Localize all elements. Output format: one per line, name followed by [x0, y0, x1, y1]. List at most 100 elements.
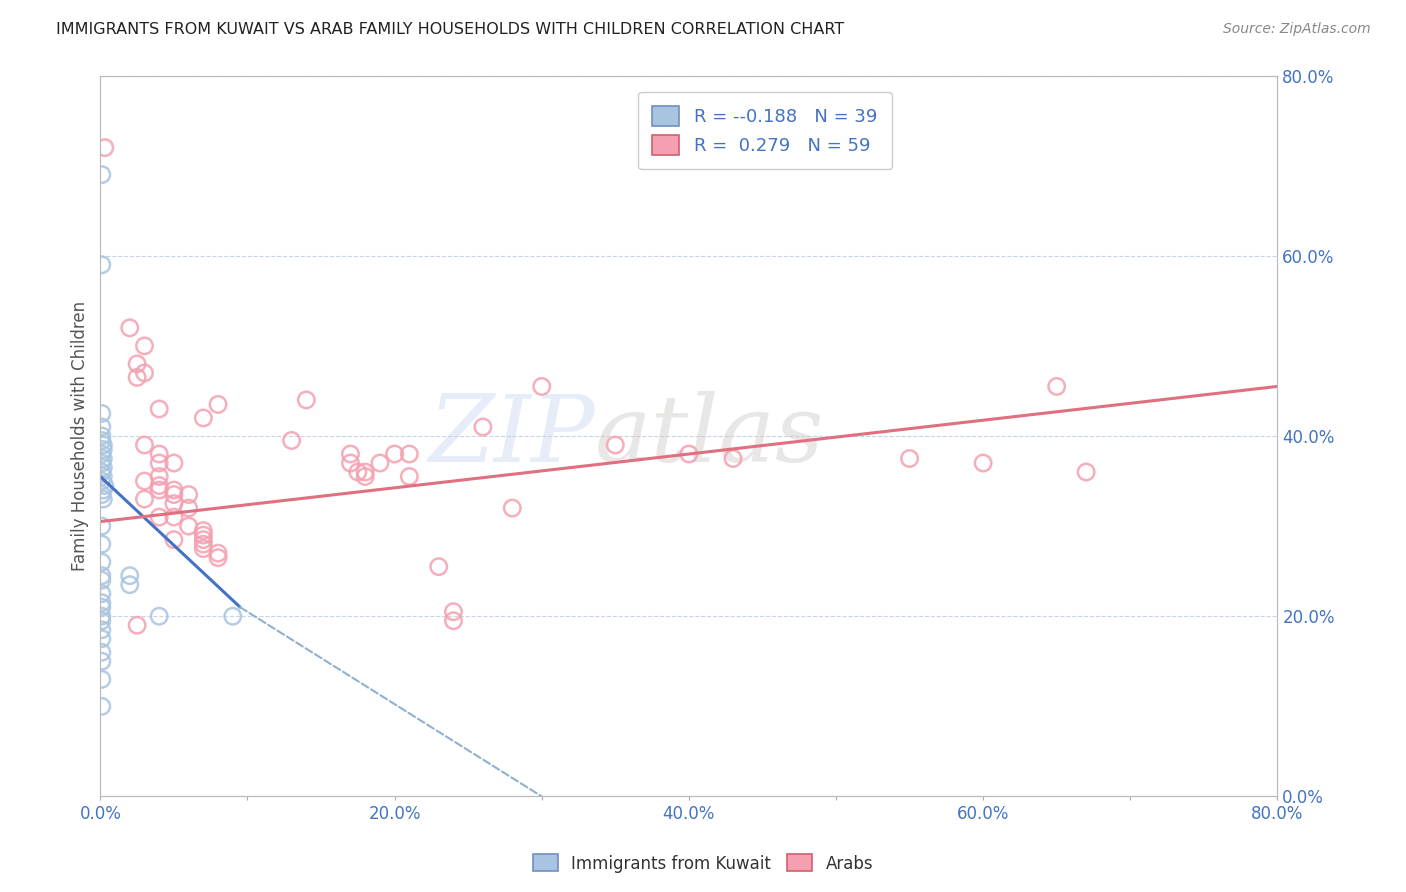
- Point: [90, 429, 112, 443]
- Point: [90, 568, 112, 582]
- Point: [280, 434, 302, 448]
- Point: [127, 357, 149, 371]
- Point: [90, 519, 112, 533]
- Point: [91, 469, 114, 483]
- Point: [721, 451, 744, 466]
- Point: [90, 537, 112, 551]
- Point: [398, 447, 420, 461]
- Point: [207, 550, 229, 565]
- Point: [148, 483, 170, 497]
- Point: [148, 447, 170, 461]
- Point: [972, 456, 994, 470]
- Point: [148, 469, 170, 483]
- Point: [90, 587, 112, 601]
- Point: [148, 401, 170, 416]
- Point: [148, 478, 170, 492]
- Point: [134, 491, 156, 506]
- Text: ZIP: ZIP: [427, 391, 595, 481]
- Point: [127, 618, 149, 632]
- Point: [118, 577, 141, 591]
- Point: [501, 501, 523, 516]
- Point: [90, 487, 112, 501]
- Point: [148, 609, 170, 624]
- Point: [148, 456, 170, 470]
- Point: [90, 609, 112, 624]
- Point: [90, 258, 112, 272]
- Point: [91, 491, 114, 506]
- Point: [295, 392, 318, 407]
- Point: [193, 411, 215, 425]
- Point: [118, 321, 141, 335]
- Point: [339, 447, 361, 461]
- Point: [193, 541, 215, 556]
- Point: [427, 559, 450, 574]
- Text: IMMIGRANTS FROM KUWAIT VS ARAB FAMILY HOUSEHOLDS WITH CHILDREN CORRELATION CHART: IMMIGRANTS FROM KUWAIT VS ARAB FAMILY HO…: [56, 22, 845, 37]
- Point: [193, 533, 215, 547]
- Point: [134, 438, 156, 452]
- Point: [339, 456, 361, 470]
- Point: [163, 487, 186, 501]
- Point: [193, 524, 215, 538]
- Point: [90, 573, 112, 587]
- Point: [90, 623, 112, 637]
- Point: [1074, 465, 1097, 479]
- Point: [94, 478, 117, 492]
- Point: [118, 568, 141, 582]
- Point: [222, 609, 245, 624]
- Point: [90, 699, 112, 714]
- Point: [90, 407, 112, 421]
- Point: [90, 434, 112, 448]
- Point: [134, 339, 156, 353]
- Point: [354, 469, 377, 483]
- Legend: Immigrants from Kuwait, Arabs: Immigrants from Kuwait, Arabs: [526, 847, 880, 880]
- Point: [163, 456, 186, 470]
- Point: [148, 510, 170, 524]
- Point: [90, 456, 112, 470]
- Point: [127, 370, 149, 384]
- Point: [90, 654, 112, 668]
- Point: [90, 168, 112, 182]
- Text: Source: ZipAtlas.com: Source: ZipAtlas.com: [1223, 22, 1371, 37]
- Point: [90, 600, 112, 615]
- Point: [94, 140, 117, 154]
- Point: [90, 474, 112, 488]
- Point: [368, 456, 391, 470]
- Point: [207, 397, 229, 411]
- Point: [354, 465, 377, 479]
- Point: [163, 510, 186, 524]
- Point: [91, 451, 114, 466]
- Point: [193, 537, 215, 551]
- Point: [91, 438, 114, 452]
- Point: [91, 442, 114, 457]
- Point: [90, 673, 112, 687]
- Point: [90, 596, 112, 610]
- Point: [163, 533, 186, 547]
- Point: [177, 487, 200, 501]
- Point: [90, 614, 112, 628]
- Point: [193, 528, 215, 542]
- Point: [90, 465, 112, 479]
- Point: [177, 501, 200, 516]
- Text: atlas: atlas: [595, 391, 824, 481]
- Point: [384, 447, 406, 461]
- Point: [163, 483, 186, 497]
- Point: [1046, 379, 1069, 393]
- Point: [134, 474, 156, 488]
- Point: [90, 645, 112, 659]
- Legend: R = --0.188   N = 39, R =  0.279   N = 59: R = --0.188 N = 39, R = 0.279 N = 59: [638, 92, 891, 169]
- Point: [177, 519, 200, 533]
- Point: [678, 447, 700, 461]
- Point: [207, 546, 229, 560]
- Point: [347, 465, 370, 479]
- Point: [91, 483, 114, 497]
- Point: [90, 420, 112, 434]
- Point: [471, 420, 494, 434]
- Point: [530, 379, 553, 393]
- Point: [443, 605, 465, 619]
- Point: [443, 614, 465, 628]
- Point: [898, 451, 921, 466]
- Point: [90, 447, 112, 461]
- Point: [163, 497, 186, 511]
- Point: [90, 555, 112, 569]
- Y-axis label: Family Households with Children: Family Households with Children: [72, 301, 89, 571]
